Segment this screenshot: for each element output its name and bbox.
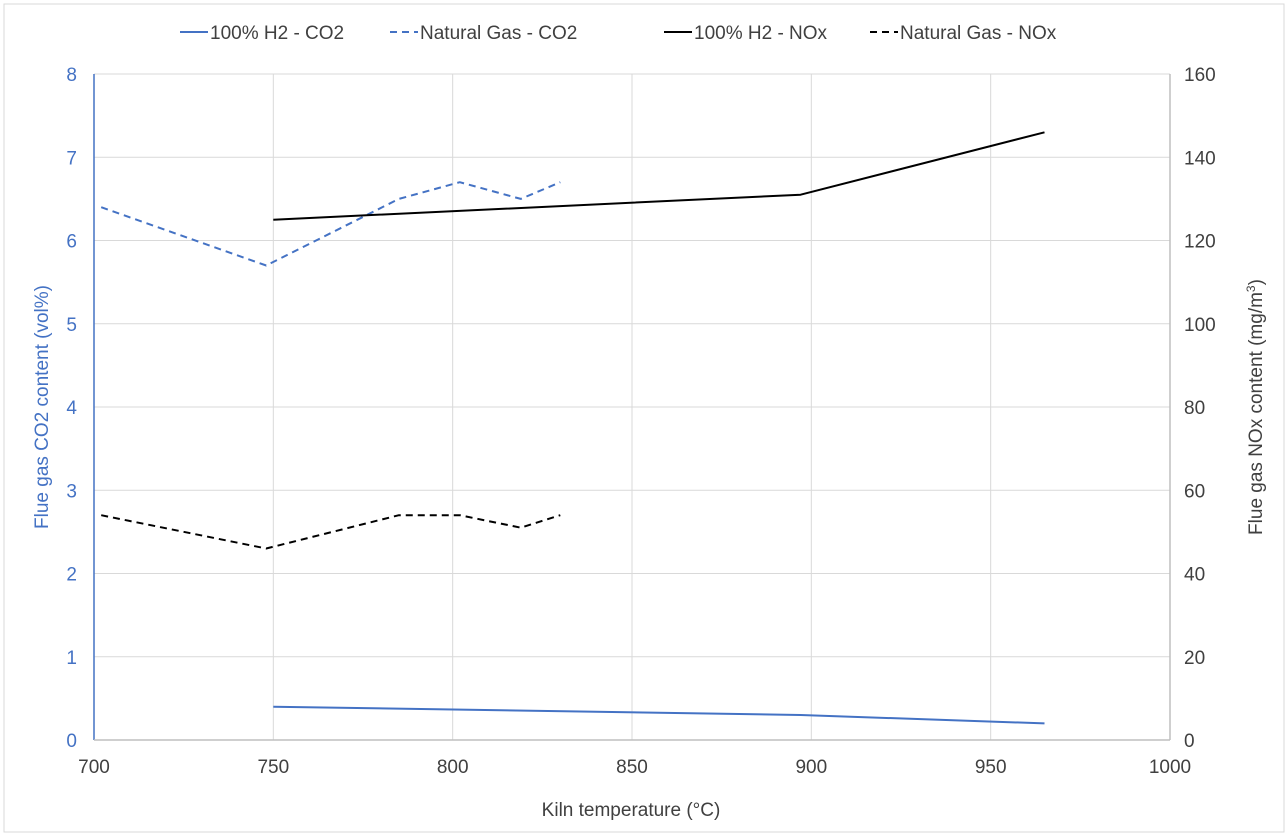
y-right-tick-label: 60 xyxy=(1184,481,1205,502)
y-right-tick-label: 40 xyxy=(1184,565,1205,586)
y-right-tick-label: 0 xyxy=(1184,731,1195,752)
y-right-tick-label: 100 xyxy=(1184,315,1216,336)
legend-label: Natural Gas - NOx xyxy=(900,23,1057,44)
x-axis-title: Kiln temperature (°C) xyxy=(542,800,721,821)
y-left-tick-label: 8 xyxy=(66,65,77,86)
legend-entry-natural-gas-nox: Natural Gas - NOx xyxy=(870,23,1057,44)
x-tick-label: 950 xyxy=(975,757,1007,778)
y-left-tick-label: 0 xyxy=(66,731,77,752)
y-left-tick-label: 4 xyxy=(66,398,77,419)
y-right-tick-label: 140 xyxy=(1184,148,1216,169)
series-line-100-h2-nox xyxy=(273,131,1045,221)
x-tick-label: 800 xyxy=(437,757,469,778)
y-right-tick-label: 80 xyxy=(1184,398,1205,419)
y-left-tick-label: 3 xyxy=(66,481,77,502)
legend-label: 100% H2 - CO2 xyxy=(210,23,344,44)
y-axis-right-title-superscript: 3 xyxy=(1244,285,1258,292)
y-axis-left-title: Flue gas CO2 content (vol%) xyxy=(32,285,53,529)
y-axis-right-title-close: ) xyxy=(1246,279,1267,285)
legend-entry-100-h2-co2: 100% H2 - CO2 xyxy=(180,23,344,44)
series-line-100-h2-co2 xyxy=(273,705,1045,725)
series-line-natural-gas-nox xyxy=(101,514,561,550)
legend-label: 100% H2 - NOx xyxy=(694,23,828,44)
y-left-tick-label: 7 xyxy=(66,148,77,169)
legend-label: Natural Gas - CO2 xyxy=(420,23,577,44)
y-axis-right-title-main: Flue gas NOx content (mg/m xyxy=(1246,292,1267,535)
x-tick-label: 700 xyxy=(78,757,110,778)
y-axis-right-title: Flue gas NOx content (mg/m3) xyxy=(1244,279,1267,535)
x-tick-label: 900 xyxy=(795,757,827,778)
chart-border xyxy=(3,3,1285,833)
series-lines xyxy=(100,131,1045,725)
y-left-tick-label: 1 xyxy=(66,648,77,669)
y-left-tick-label: 6 xyxy=(66,232,77,253)
y-right-tick-label: 20 xyxy=(1184,648,1205,669)
x-tick-label: 1000 xyxy=(1149,757,1191,778)
x-tick-label: 850 xyxy=(616,757,648,778)
y-left-tick-label: 5 xyxy=(66,315,77,336)
axes xyxy=(93,74,1171,741)
y-right-tick-label: 120 xyxy=(1184,232,1216,253)
legend-entry-100-h2-nox: 100% H2 - NOx xyxy=(664,23,828,44)
y-right-tick-label: 160 xyxy=(1184,65,1216,86)
y-left-tick-label: 2 xyxy=(66,565,77,586)
series-line-natural-gas-co2 xyxy=(100,181,561,267)
legend-entry-natural-gas-co2: Natural Gas - CO2 xyxy=(390,23,577,44)
tick-labels: 700 750 800 850 900 950 1000012345678020406080… xyxy=(66,65,1215,778)
x-tick-label: 750 xyxy=(257,757,289,778)
legend: 100% H2 - CO2 Natural Gas - CO2 100% H2 - … xyxy=(180,23,1057,44)
